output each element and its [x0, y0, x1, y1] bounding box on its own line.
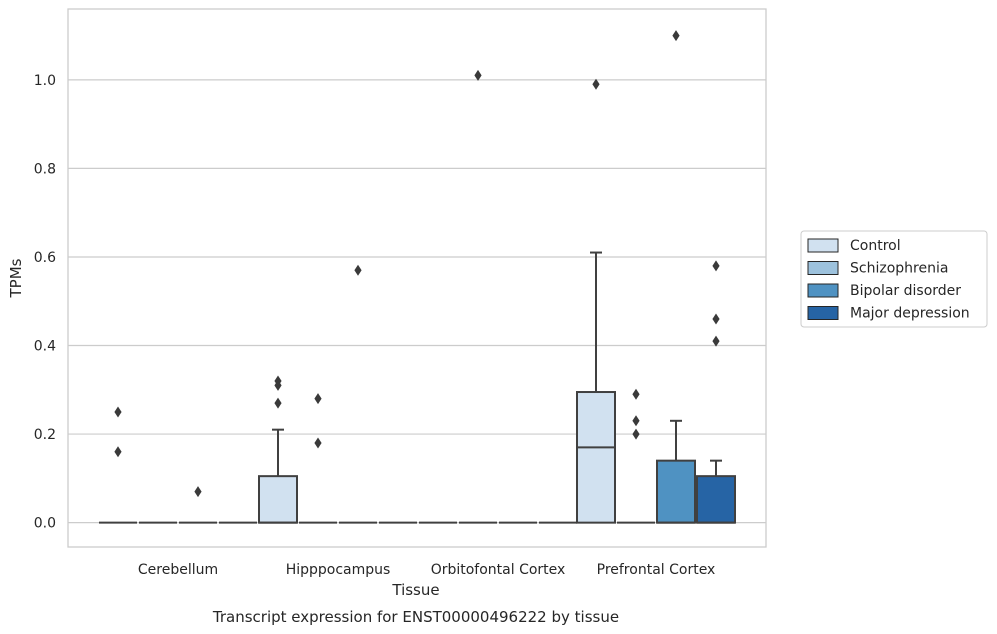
legend-entry-label: Major depression [850, 306, 970, 322]
y-tick-label: 0.0 [34, 516, 56, 532]
box-body [258, 475, 298, 524]
y-axis-ticks: 0.0 0.2 0.4 0.6 0.8 1.0 [34, 73, 56, 532]
x-axis-label: Tissue [391, 581, 439, 599]
y-tick-label: 0.4 [34, 339, 56, 355]
legend-swatch [807, 283, 839, 298]
box-major-depression [696, 260, 736, 524]
outlier-point [274, 397, 282, 409]
legend-swatch [807, 306, 839, 320]
box-schizophrenia [299, 393, 337, 524]
outlier-point [672, 30, 680, 42]
chart-caption: Transcript expression for ENST0000049622… [212, 608, 619, 626]
y-tick-label: 0.8 [34, 161, 56, 177]
outlier-point [712, 260, 720, 272]
outlier-point [632, 388, 640, 400]
box-body [696, 475, 736, 524]
box-bipolar-disorder [339, 264, 377, 524]
y-axis-label: TPMs [7, 258, 25, 298]
box-schizophrenia [617, 388, 655, 524]
x-tick-label: Orbitofontal Cortex [431, 562, 566, 578]
x-tick-label: Prefrontal Cortex [597, 562, 716, 578]
box-control [258, 375, 298, 524]
grid-lines [68, 79, 766, 524]
legend-entry-label: Control [850, 238, 901, 254]
legend: Control Schizophrenia Bipolar disorder Majo… [800, 230, 988, 328]
box-body [576, 391, 616, 524]
box-bipolar-disorder [656, 30, 696, 524]
x-axis-ticks: Cerebellum Hipppocampus Orbitofontal Corte… [138, 562, 715, 578]
outlier-point [114, 406, 122, 418]
boxes [99, 30, 736, 524]
legend-entry-label: Bipolar disorder [850, 283, 961, 299]
outlier-point [474, 69, 482, 81]
x-tick-label: Cerebellum [138, 562, 218, 578]
box-body [656, 459, 696, 524]
box-schizophrenia [459, 69, 497, 524]
outlier-point [114, 446, 122, 458]
y-tick-label: 0.2 [34, 427, 56, 443]
outlier-point [592, 78, 600, 90]
y-tick-label: 1.0 [34, 73, 56, 89]
box-control [576, 78, 616, 524]
outlier-point [712, 335, 720, 347]
outlier-point [712, 313, 720, 325]
legend-swatch [807, 261, 839, 275]
legend-frame [800, 230, 988, 328]
outlier-point [632, 428, 640, 440]
box-bipolar-disorder [179, 486, 217, 524]
outlier-point [314, 393, 322, 405]
legend-swatch [807, 238, 839, 253]
outlier-point [354, 264, 362, 276]
legend-entry-label: Schizophrenia [850, 261, 948, 277]
plot-frame [67, 8, 767, 548]
box-control [99, 406, 137, 524]
outlier-point [274, 379, 282, 391]
x-tick-label: Hipppocampus [286, 562, 391, 578]
outlier-point [194, 486, 202, 498]
y-tick-label: 0.6 [34, 250, 56, 266]
outlier-point [314, 437, 322, 449]
outlier-point [632, 415, 640, 427]
